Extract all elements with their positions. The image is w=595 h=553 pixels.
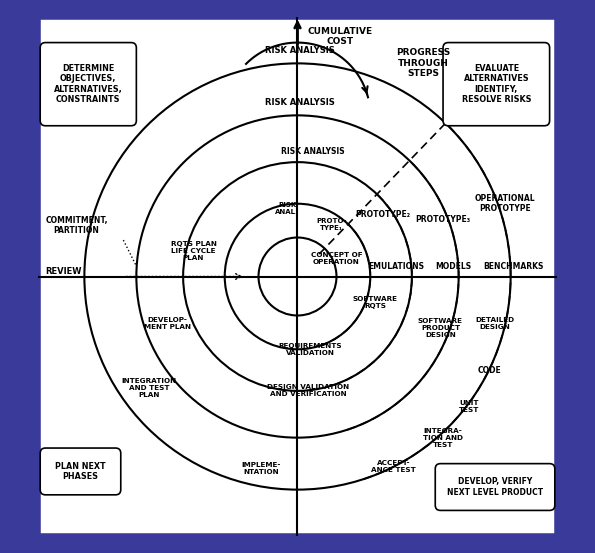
Text: COMMITMENT,
PARTITION: COMMITMENT, PARTITION xyxy=(45,216,108,235)
Text: PROTOTYPE₂: PROTOTYPE₂ xyxy=(356,210,411,218)
Text: SOFTWARE
PRODUCT
DESIGN: SOFTWARE PRODUCT DESIGN xyxy=(418,319,463,338)
Text: CODE: CODE xyxy=(478,366,502,374)
Text: PROTOTYPE₃: PROTOTYPE₃ xyxy=(415,215,471,224)
Text: PLAN NEXT
PHASES: PLAN NEXT PHASES xyxy=(55,462,106,481)
Text: INTEGRA-
TION AND
TEST: INTEGRA- TION AND TEST xyxy=(423,427,463,447)
Text: EVALUATE
ALTERNATIVES
IDENTIFY,
RESOLVE RISKS: EVALUATE ALTERNATIVES IDENTIFY, RESOLVE … xyxy=(462,64,531,105)
Text: DETERMINE
OBJECTIVES,
ALTERNATIVES,
CONSTRAINTS: DETERMINE OBJECTIVES, ALTERNATIVES, CONS… xyxy=(54,64,123,105)
Text: DEVELOP-
MENT PLAN: DEVELOP- MENT PLAN xyxy=(144,317,191,330)
Text: OPERATIONAL
PROTOTYPE: OPERATIONAL PROTOTYPE xyxy=(475,194,536,213)
Text: PROTO-
TYPE₁: PROTO- TYPE₁ xyxy=(316,218,346,231)
Text: BENCHMARKS: BENCHMARKS xyxy=(483,262,543,270)
Text: PROGRESS
THROUGH
STEPS: PROGRESS THROUGH STEPS xyxy=(396,49,450,79)
Text: RISK ANALYSIS: RISK ANALYSIS xyxy=(281,147,345,156)
Text: RQTS PLAN
LIFE CYCLE
PLAN: RQTS PLAN LIFE CYCLE PLAN xyxy=(171,241,217,260)
FancyBboxPatch shape xyxy=(443,43,550,126)
Text: MODELS: MODELS xyxy=(436,262,471,270)
Text: CONCEPT OF
OPERATION: CONCEPT OF OPERATION xyxy=(311,252,362,265)
Text: ACCEPT-
ANCE TEST: ACCEPT- ANCE TEST xyxy=(371,460,416,473)
FancyBboxPatch shape xyxy=(40,43,136,126)
Text: EMULATIONS: EMULATIONS xyxy=(368,262,424,270)
Text: UNIT
TEST: UNIT TEST xyxy=(459,400,479,413)
Text: CUMULATIVE
COST: CUMULATIVE COST xyxy=(308,27,373,46)
Text: REQUIREMENTS
VALIDATION: REQUIREMENTS VALIDATION xyxy=(278,343,342,356)
Text: REVIEW: REVIEW xyxy=(45,267,82,276)
Text: DESIGN VALIDATION
AND VERIFICATION: DESIGN VALIDATION AND VERIFICATION xyxy=(267,384,349,398)
Text: DEVELOP, VERIFY
NEXT LEVEL PRODUCT: DEVELOP, VERIFY NEXT LEVEL PRODUCT xyxy=(447,477,543,497)
FancyBboxPatch shape xyxy=(436,463,555,510)
FancyBboxPatch shape xyxy=(40,448,121,495)
Text: INTEGRATION
AND TEST
PLAN: INTEGRATION AND TEST PLAN xyxy=(122,378,177,398)
Text: DETAILED
DESIGN: DETAILED DESIGN xyxy=(475,317,515,330)
Text: RISK ANALYSIS: RISK ANALYSIS xyxy=(265,98,335,107)
Text: RISK
ANAL.: RISK ANAL. xyxy=(275,202,299,216)
Text: SOFTWARE
RQTS: SOFTWARE RQTS xyxy=(353,296,398,309)
Text: RISK ANALYSIS: RISK ANALYSIS xyxy=(265,46,335,55)
Text: IMPLEME-
NTATION: IMPLEME- NTATION xyxy=(242,462,281,476)
FancyBboxPatch shape xyxy=(37,17,558,536)
